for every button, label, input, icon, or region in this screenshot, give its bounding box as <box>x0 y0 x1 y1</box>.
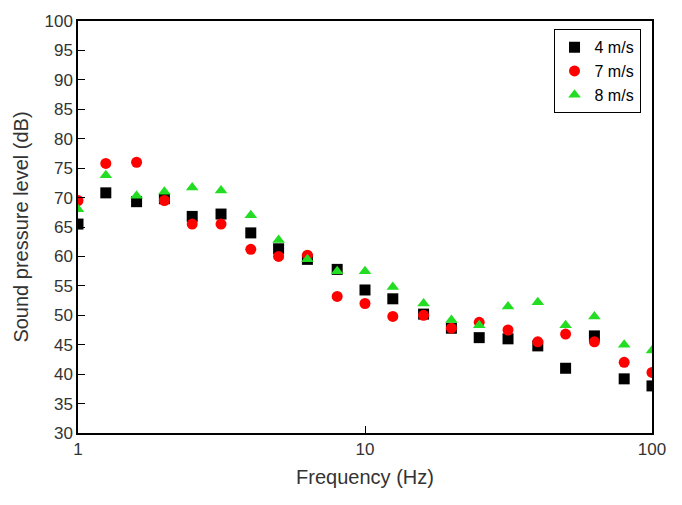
svg-text:4 m/s: 4 m/s <box>595 39 634 56</box>
svg-text:70: 70 <box>54 189 73 208</box>
svg-text:Sound pressure level (dB): Sound pressure level (dB) <box>10 111 32 342</box>
svg-text:85: 85 <box>54 100 73 119</box>
svg-text:60: 60 <box>54 247 73 266</box>
svg-text:Frequency (Hz): Frequency (Hz) <box>296 466 434 488</box>
svg-text:95: 95 <box>54 41 73 60</box>
svg-text:10: 10 <box>356 440 375 459</box>
svg-text:100: 100 <box>638 440 666 459</box>
svg-text:55: 55 <box>54 277 73 296</box>
svg-text:8 m/s: 8 m/s <box>595 87 634 104</box>
svg-text:35: 35 <box>54 395 73 414</box>
svg-text:1: 1 <box>73 440 82 459</box>
svg-text:90: 90 <box>54 71 73 90</box>
svg-text:100: 100 <box>44 12 72 31</box>
svg-text:65: 65 <box>54 218 73 237</box>
svg-text:80: 80 <box>54 130 73 149</box>
svg-text:75: 75 <box>54 159 73 178</box>
svg-text:45: 45 <box>54 336 73 355</box>
svg-text:30: 30 <box>54 424 73 443</box>
svg-text:50: 50 <box>54 306 73 325</box>
svg-text:7 m/s: 7 m/s <box>595 63 634 80</box>
svg-text:40: 40 <box>54 365 73 384</box>
